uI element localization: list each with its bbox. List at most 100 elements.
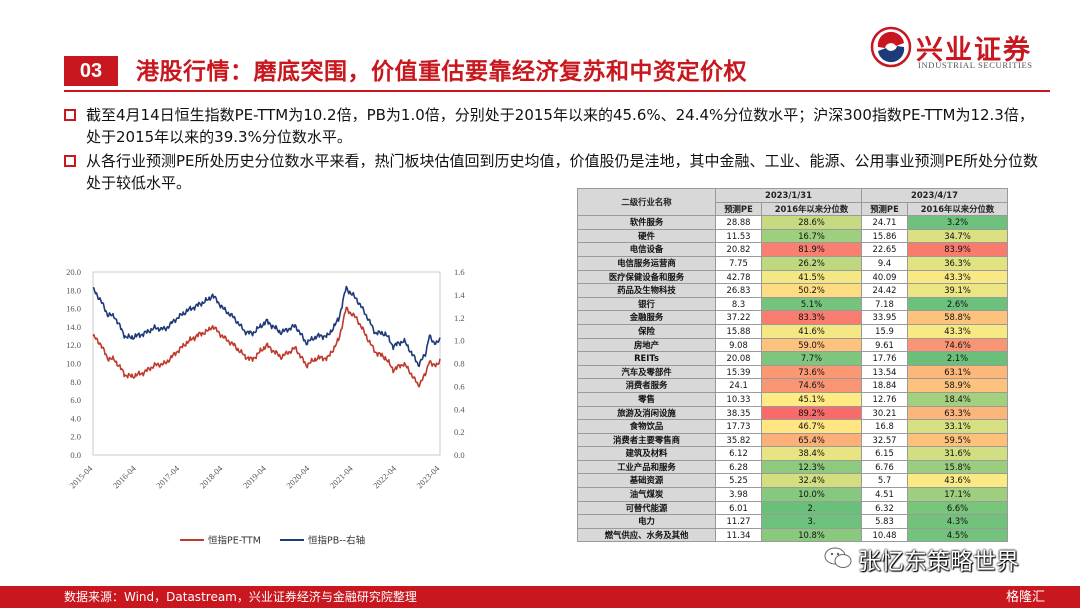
table-cell-percentile: 4.3% xyxy=(907,514,1008,529)
brand-name-cn: 兴业证券 xyxy=(916,35,1032,66)
table-cell-pe: 42.78 xyxy=(715,269,762,285)
brand-name-en: INDUSTRIAL SECURITIES xyxy=(918,60,1033,70)
table-cell-pe: 8.3 xyxy=(715,296,762,312)
section-number-badge: 03 xyxy=(64,56,118,86)
table-cell-percentile: 73.6% xyxy=(761,364,862,380)
table-subheader-row: 预测PE 2016年以来分位数 预测PE 2016年以来分位数 xyxy=(578,201,1008,217)
industry-valuation-table: 二级行业名称 2023/1/31 2023/4/17 预测PE 2016年以来分… xyxy=(577,187,1008,543)
table-cell-pe: 15.39 xyxy=(715,364,762,380)
table-cell-pe: 10.33 xyxy=(715,391,762,407)
bullet-text: 从各行业预测PE所处历史分位数水平来看，热门板块估值回到历史均值，价值股仍是洼地… xyxy=(86,152,1039,192)
table-cell-percentile: 6.6% xyxy=(907,500,1008,516)
table-cell-percentile: 65.4% xyxy=(761,432,862,448)
x-axis-tick-label: 2020-04 xyxy=(284,463,312,491)
table-cell-industry: 电力 xyxy=(577,514,716,529)
table-cell-pe: 4.51 xyxy=(861,487,908,502)
table-cell-percentile: 38.4% xyxy=(761,446,862,461)
table-cell-percentile: 58.9% xyxy=(907,378,1008,393)
left-axis-tick-label: 10.0 xyxy=(66,359,81,369)
bullet-square-icon xyxy=(64,109,76,121)
table-row: 电力 11.27 3. 5.83 4.3% xyxy=(577,514,1008,529)
table-cell-industry: 旅游及消闲设施 xyxy=(577,405,716,421)
industrial-securities-logo-icon xyxy=(870,26,912,68)
table-row: 硬件 11.53 16.7% 15.86 34.7% xyxy=(577,228,1008,244)
table-cell-percentile: 2. xyxy=(761,500,862,516)
left-axis-tick-label: 12.0 xyxy=(66,340,81,350)
table-cell-pe: 22.65 xyxy=(861,242,908,257)
legend-label: 恒指PB--右轴 xyxy=(308,535,365,547)
table-cell-pe: 15.86 xyxy=(861,228,908,244)
table-row: 可替代能源 6.01 2. 6.32 6.6% xyxy=(577,500,1008,516)
left-axis-tick-label: 20.0 xyxy=(66,267,81,277)
table-cell-industry: 保险 xyxy=(577,323,716,339)
table-cell-percentile: 2.1% xyxy=(907,351,1008,366)
table-cell-industry: 燃气供应、水务及其他 xyxy=(577,527,716,543)
table-cell-pe: 17.73 xyxy=(715,419,762,434)
table-cell-percentile: 2.6% xyxy=(907,296,1008,312)
wechat-icon xyxy=(824,547,852,568)
table-cell-pe: 9.08 xyxy=(715,337,762,353)
table-cell-pe: 6.28 xyxy=(715,459,762,475)
header-divider xyxy=(64,90,1050,92)
table-cell-percentile: 12.3% xyxy=(761,459,862,475)
table-cell-percentile: 50.2% xyxy=(761,283,862,298)
table-cell-pe: 15.9 xyxy=(861,323,908,339)
watermark-text: 张忆东策略世界 xyxy=(858,549,1019,575)
table-cell-industry: 金融服务 xyxy=(577,310,716,325)
table-cell-pe: 20.08 xyxy=(715,351,762,366)
table-cell-percentile: 34.7% xyxy=(907,228,1008,244)
table-cell-pe: 12.76 xyxy=(861,391,908,407)
table-body: 软件服务 28.88 28.6% 24.71 3.2% 硬件 11.53 16.7% 15.86… xyxy=(577,215,1008,543)
table-cell-industry: 硬件 xyxy=(577,228,716,244)
table-cell-pe: 35.82 xyxy=(715,432,762,448)
table-cell-percentile: 18.4% xyxy=(907,391,1008,407)
table-cell-percentile: 43.3% xyxy=(907,323,1008,339)
table-cell-percentile: 89.2% xyxy=(761,405,862,421)
table-cell-percentile: 10.8% xyxy=(761,527,862,543)
table-cell-pe: 6.01 xyxy=(715,500,762,516)
left-axis-tick-label: 2.0 xyxy=(70,432,81,442)
gelonghui-logo: 格隆汇 xyxy=(1006,590,1046,605)
table-row: 工业产品和服务 6.28 12.3% 6.76 15.8% xyxy=(577,459,1008,475)
left-axis-tick-label: 6.0 xyxy=(70,395,81,405)
table-cell-pe: 20.82 xyxy=(715,242,762,257)
table-cell-percentile: 16.7% xyxy=(761,228,862,244)
table-cell-percentile: 59.0% xyxy=(761,337,862,353)
table-row: 零售 10.33 45.1% 12.76 18.4% xyxy=(577,391,1008,407)
left-axis-tick-label: 18.0 xyxy=(66,285,81,295)
table-row: 电信服务运营商 7.75 26.2% 9.4 36.3% xyxy=(577,255,1008,271)
left-axis-tick-label: 8.0 xyxy=(70,377,81,387)
right-axis-tick-label: 0.6 xyxy=(454,381,465,391)
table-cell-pe: 24.42 xyxy=(861,283,908,298)
table-cell-percentile: 81.9% xyxy=(761,242,862,257)
right-axis-tick-label: 1.4 xyxy=(454,290,465,300)
table-cell-industry: 电信服务运营商 xyxy=(577,255,716,271)
table-cell-industry: REITs xyxy=(577,351,716,366)
table-cell-industry: 软件服务 xyxy=(577,215,716,230)
table-cell-pe: 9.4 xyxy=(861,255,908,271)
bullet-text: 截至4月14日恒生指数PE-TTM为10.2倍，PB为1.0倍，分别处于2015… xyxy=(86,106,1034,146)
table-cell-pe: 40.09 xyxy=(861,269,908,285)
table-cell-percentile: 58.8% xyxy=(907,310,1008,325)
table-cell-pe: 16.8 xyxy=(861,419,908,434)
table-cell-pe: 11.27 xyxy=(715,514,762,529)
series-line-pb xyxy=(92,285,441,368)
table-cell-percentile: 83.3% xyxy=(761,310,862,325)
table-cell-percentile: 33.1% xyxy=(907,419,1008,434)
right-axis-tick-label: 0.4 xyxy=(454,404,465,414)
table-cell-pe: 3.98 xyxy=(715,487,762,502)
table-cell-percentile: 74.6% xyxy=(761,378,862,393)
table-row: REITs 20.08 7.7% 17.76 2.1% xyxy=(577,351,1008,366)
table-cell-percentile: 45.1% xyxy=(761,391,862,407)
table-cell-pe: 11.53 xyxy=(715,228,762,244)
table-row: 基础资源 5.25 32.4% 5.7 43.6% xyxy=(577,473,1008,489)
left-axis-tick-label: 0.0 xyxy=(70,450,81,460)
table-row: 电信设备 20.82 81.9% 22.65 83.9% xyxy=(577,242,1008,257)
table-cell-pe: 7.75 xyxy=(715,255,762,271)
table-row: 消费者主要零售商 35.82 65.4% 32.57 59.5% xyxy=(577,432,1008,448)
table-cell-pe: 38.35 xyxy=(715,405,762,421)
left-axis-tick-label: 16.0 xyxy=(66,304,81,314)
table-row: 汽车及零部件 15.39 73.6% 13.54 63.1% xyxy=(577,364,1008,380)
table-header-pe: 预测PE xyxy=(715,201,762,217)
